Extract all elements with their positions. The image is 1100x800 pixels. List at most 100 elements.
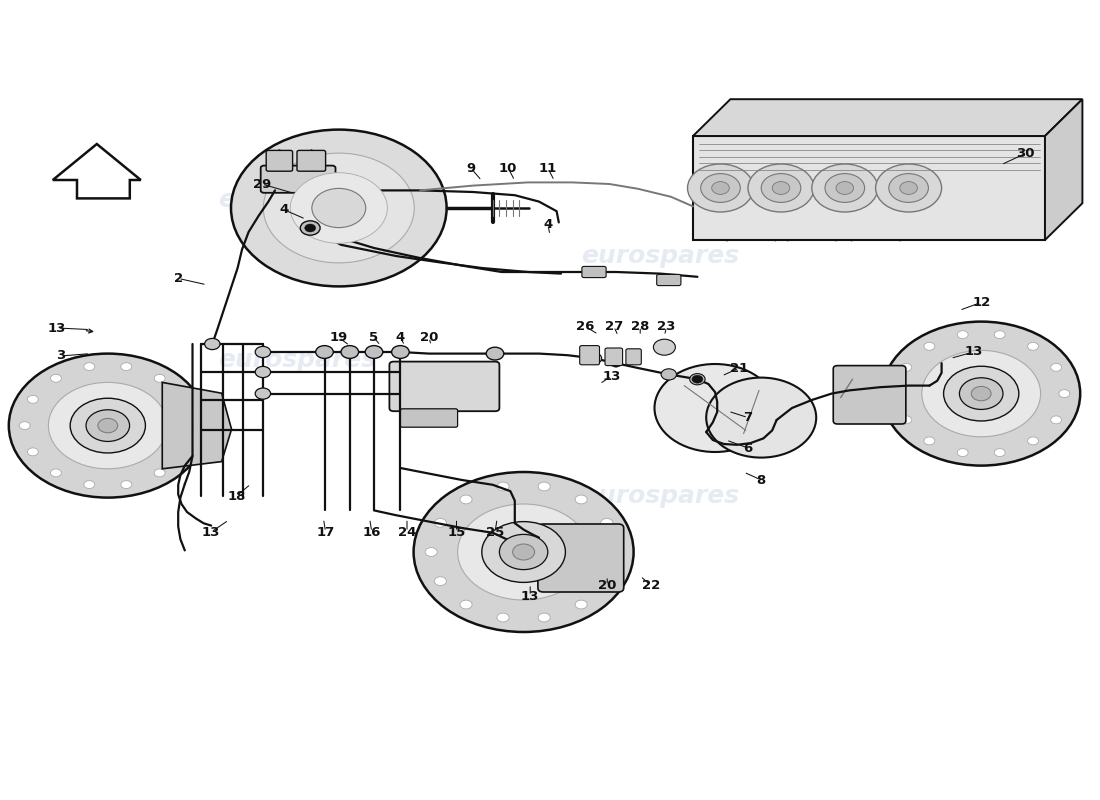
Text: 13: 13: [965, 346, 982, 358]
Circle shape: [290, 173, 387, 243]
FancyBboxPatch shape: [693, 136, 1045, 240]
Circle shape: [365, 346, 383, 358]
Text: 13: 13: [202, 526, 220, 538]
Text: 11: 11: [539, 162, 557, 174]
Circle shape: [661, 369, 676, 380]
Text: 3: 3: [56, 350, 65, 362]
Circle shape: [51, 374, 62, 382]
Circle shape: [882, 322, 1080, 466]
Circle shape: [922, 350, 1041, 437]
Circle shape: [414, 472, 634, 632]
Text: 5: 5: [370, 331, 378, 344]
FancyBboxPatch shape: [297, 150, 326, 171]
Circle shape: [205, 338, 220, 350]
Text: eurospares: eurospares: [218, 348, 376, 372]
Circle shape: [121, 481, 132, 489]
Text: 26: 26: [576, 320, 594, 333]
Circle shape: [690, 374, 705, 385]
Circle shape: [692, 375, 703, 383]
Text: 2: 2: [174, 272, 183, 285]
Circle shape: [302, 222, 318, 234]
Circle shape: [177, 395, 188, 403]
Text: 16: 16: [363, 526, 381, 538]
Circle shape: [186, 422, 197, 430]
Circle shape: [98, 418, 118, 433]
Text: 19: 19: [330, 331, 348, 344]
Circle shape: [84, 362, 95, 370]
Circle shape: [994, 449, 1005, 457]
Text: 4: 4: [543, 218, 552, 230]
Circle shape: [434, 577, 447, 586]
Circle shape: [497, 482, 509, 491]
Text: 12: 12: [972, 296, 990, 309]
Circle shape: [255, 366, 271, 378]
Text: 20: 20: [420, 331, 438, 344]
Circle shape: [300, 221, 320, 235]
Circle shape: [586, 353, 602, 364]
Circle shape: [231, 130, 447, 286]
Circle shape: [392, 346, 409, 358]
Circle shape: [1059, 390, 1070, 398]
Text: 9: 9: [466, 162, 475, 174]
Circle shape: [601, 518, 613, 527]
Circle shape: [688, 164, 754, 212]
Circle shape: [901, 363, 912, 371]
FancyBboxPatch shape: [834, 366, 906, 424]
Text: 4: 4: [396, 331, 405, 344]
Text: eurospares: eurospares: [581, 244, 739, 268]
Polygon shape: [163, 382, 231, 469]
Circle shape: [876, 164, 942, 212]
Circle shape: [944, 366, 1019, 421]
Circle shape: [712, 182, 729, 194]
Circle shape: [538, 613, 550, 622]
Circle shape: [263, 153, 415, 263]
Circle shape: [482, 522, 565, 582]
Circle shape: [154, 374, 165, 382]
Circle shape: [48, 382, 167, 469]
Text: 18: 18: [228, 490, 245, 502]
Circle shape: [499, 534, 548, 570]
Circle shape: [302, 222, 318, 234]
Circle shape: [959, 378, 1003, 410]
Circle shape: [994, 330, 1005, 338]
FancyBboxPatch shape: [605, 348, 623, 366]
Circle shape: [748, 164, 814, 212]
Text: 13: 13: [48, 322, 66, 334]
Circle shape: [460, 495, 472, 504]
Text: 22: 22: [642, 579, 660, 592]
Circle shape: [486, 347, 504, 360]
FancyBboxPatch shape: [266, 150, 293, 171]
FancyBboxPatch shape: [389, 362, 499, 411]
Circle shape: [84, 481, 95, 489]
Circle shape: [654, 364, 776, 452]
Circle shape: [86, 410, 130, 442]
Circle shape: [900, 182, 917, 194]
Circle shape: [1027, 342, 1038, 350]
Circle shape: [701, 174, 740, 202]
Text: 13: 13: [521, 590, 539, 602]
Circle shape: [924, 342, 935, 350]
Circle shape: [538, 482, 550, 491]
Circle shape: [609, 547, 622, 557]
Circle shape: [316, 346, 333, 358]
FancyBboxPatch shape: [580, 346, 600, 365]
Text: 15: 15: [448, 526, 465, 538]
Circle shape: [1027, 437, 1038, 445]
FancyBboxPatch shape: [400, 409, 458, 427]
Text: 30: 30: [1016, 147, 1034, 160]
Text: eurospares: eurospares: [581, 484, 739, 508]
Text: 27: 27: [605, 320, 623, 333]
Text: 13: 13: [603, 370, 620, 382]
Circle shape: [28, 395, 38, 403]
Circle shape: [19, 422, 30, 430]
Circle shape: [772, 182, 790, 194]
Circle shape: [706, 378, 816, 458]
Text: 28: 28: [631, 320, 649, 333]
Circle shape: [812, 164, 878, 212]
Circle shape: [255, 346, 271, 358]
Text: 8: 8: [757, 474, 766, 486]
Text: 23: 23: [658, 320, 675, 333]
Text: 17: 17: [317, 526, 334, 538]
Polygon shape: [1045, 99, 1082, 240]
Circle shape: [458, 504, 590, 600]
